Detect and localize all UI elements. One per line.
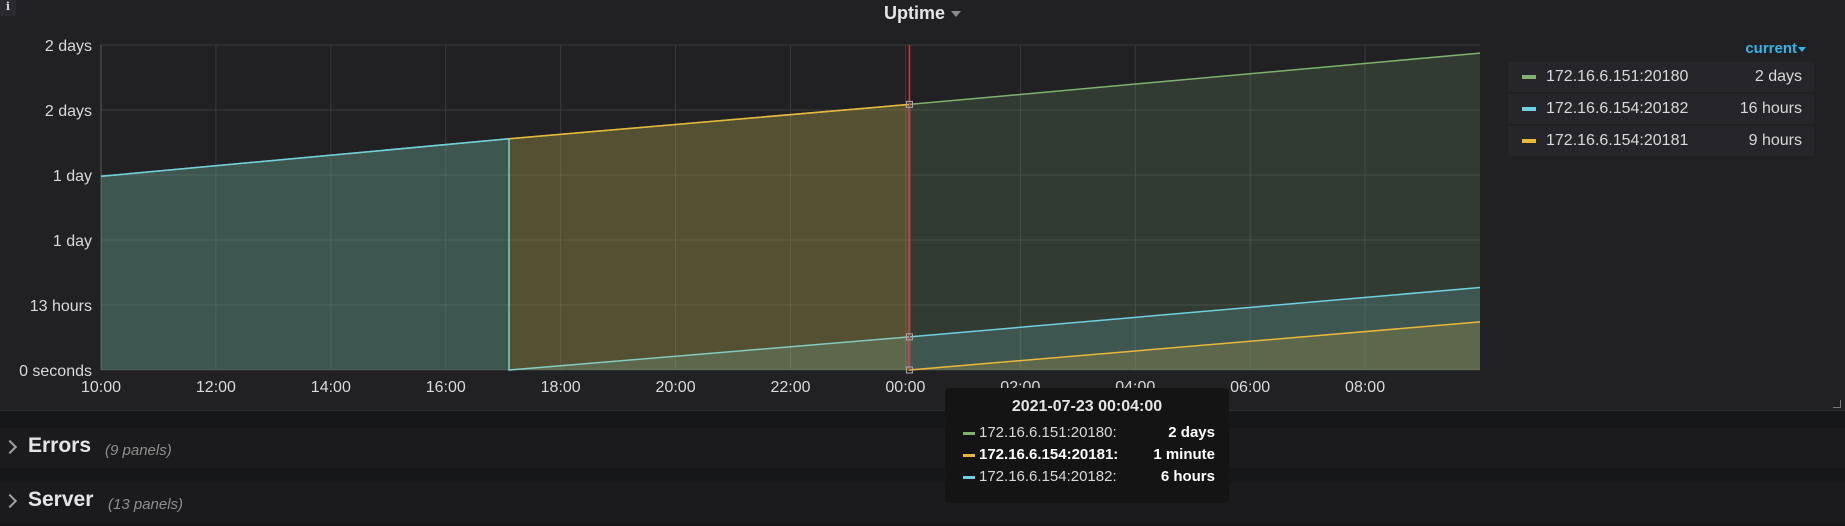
x-tick-label: 16:00 [426,379,466,396]
tooltip-row: 172.16.6.151:20180: 2 days [945,422,1229,444]
x-tick-label: 20:00 [656,379,696,396]
row-panel-count: (13 panels) [108,496,184,513]
legend-item-name[interactable]: 172.16.6.151:20180 [1546,68,1689,85]
y-tick-label: 1 day [53,233,92,250]
tooltip-time: 2021-07-23 00:04:00 [1011,398,1163,415]
graph-tooltip: 2021-07-23 00:04:00 172.16.6.151:20180: … [945,388,1229,503]
hover-point-marker [905,100,913,108]
legend-sort-current[interactable]: current [1508,40,1814,62]
series-line [100,137,1481,371]
chevron-right-icon[interactable] [2,493,18,509]
row-panel-count: (9 panels) [105,442,172,459]
row-title[interactable]: Errors [28,434,92,457]
legend-item-name[interactable]: 172.16.6.154:20181 [1546,132,1689,149]
chevron-right-icon[interactable] [2,439,18,455]
series-color-swatch[interactable] [1522,138,1536,143]
x-tick-label: 18:00 [541,379,581,396]
y-tick-label: 0 seconds [19,363,92,380]
hover-point-marker [905,333,913,341]
tooltip-series-value: 1 minute [1153,446,1215,463]
info-icon[interactable]: i [0,0,16,16]
legend-header-label[interactable]: current [1745,40,1797,57]
series-color-swatch [963,475,975,479]
x-tick-label: 00:00 [885,379,925,396]
legend-item[interactable]: 172.16.6.154:20181 9 hours [1508,126,1814,156]
chevron-down-icon[interactable] [951,11,961,18]
row-title[interactable]: Server [28,488,94,511]
x-tick-label: 06:00 [1230,379,1270,396]
legend-item[interactable]: 172.16.6.151:20180 2 days [1508,62,1814,92]
y-tick-label: 1 day [53,168,92,185]
chevron-down-icon[interactable] [1798,46,1806,52]
x-tick-label: 12:00 [196,379,236,396]
series-area [101,138,1480,370]
row-errors[interactable]: Errors (9 panels) [0,428,1845,468]
legend-item-value: 16 hours [1739,100,1802,117]
uptime-panel: i Uptime 10:00 12:00 14:00 16:00 18:00 20:00 2… [0,0,1845,411]
x-tick-label: 10:00 [81,379,121,396]
legend-item-name[interactable]: 172.16.6.154:20182 [1546,100,1689,117]
legend-item-value: 2 days [1754,68,1802,85]
tooltip-series-name: 172.16.6.154:20182: [979,468,1117,485]
panel-title[interactable]: Uptime [0,3,1845,24]
series-color-swatch [963,453,975,457]
uptime-chart[interactable]: 10:00 12:00 14:00 16:00 18:00 20:00 22:00 00:00… [0,0,1500,400]
tooltip-series-name: 172.16.6.154:20181: [979,446,1119,463]
x-tick-label: 08:00 [1345,379,1385,396]
series-color-swatch [963,431,975,435]
row-server[interactable]: Server (13 panels) [0,482,1845,522]
legend-item-value: 9 hours [1748,132,1802,149]
tooltip-series-value: 6 hours [1160,468,1215,485]
series-color-swatch[interactable] [1522,106,1536,111]
y-tick-label: 2 days [45,103,92,120]
y-tick-label: 13 hours [30,298,92,315]
tooltip-series-name: 172.16.6.151:20180: [979,424,1117,441]
tooltip-series-value: 2 days [1168,424,1215,441]
panel-title-text[interactable]: Uptime [883,3,945,23]
resize-handle[interactable] [1833,400,1841,408]
y-tick-label: 2 days [45,38,92,55]
tooltip-row: 172.16.6.154:20182: 6 hours [945,466,1229,488]
x-tick-label: 22:00 [770,379,810,396]
x-tick-label: 14:00 [311,379,351,396]
tooltip-row-highlighted: 172.16.6.154:20181: 1 minute [945,444,1229,466]
legend-item[interactable]: 172.16.6.154:20182 16 hours [1508,94,1814,124]
series-color-swatch[interactable] [1522,74,1536,79]
hover-point-marker [905,366,913,374]
legend: current 172.16.6.151:20180 2 days 172.16… [1508,40,1814,158]
series-area [101,53,1480,370]
series-area [509,104,1480,371]
